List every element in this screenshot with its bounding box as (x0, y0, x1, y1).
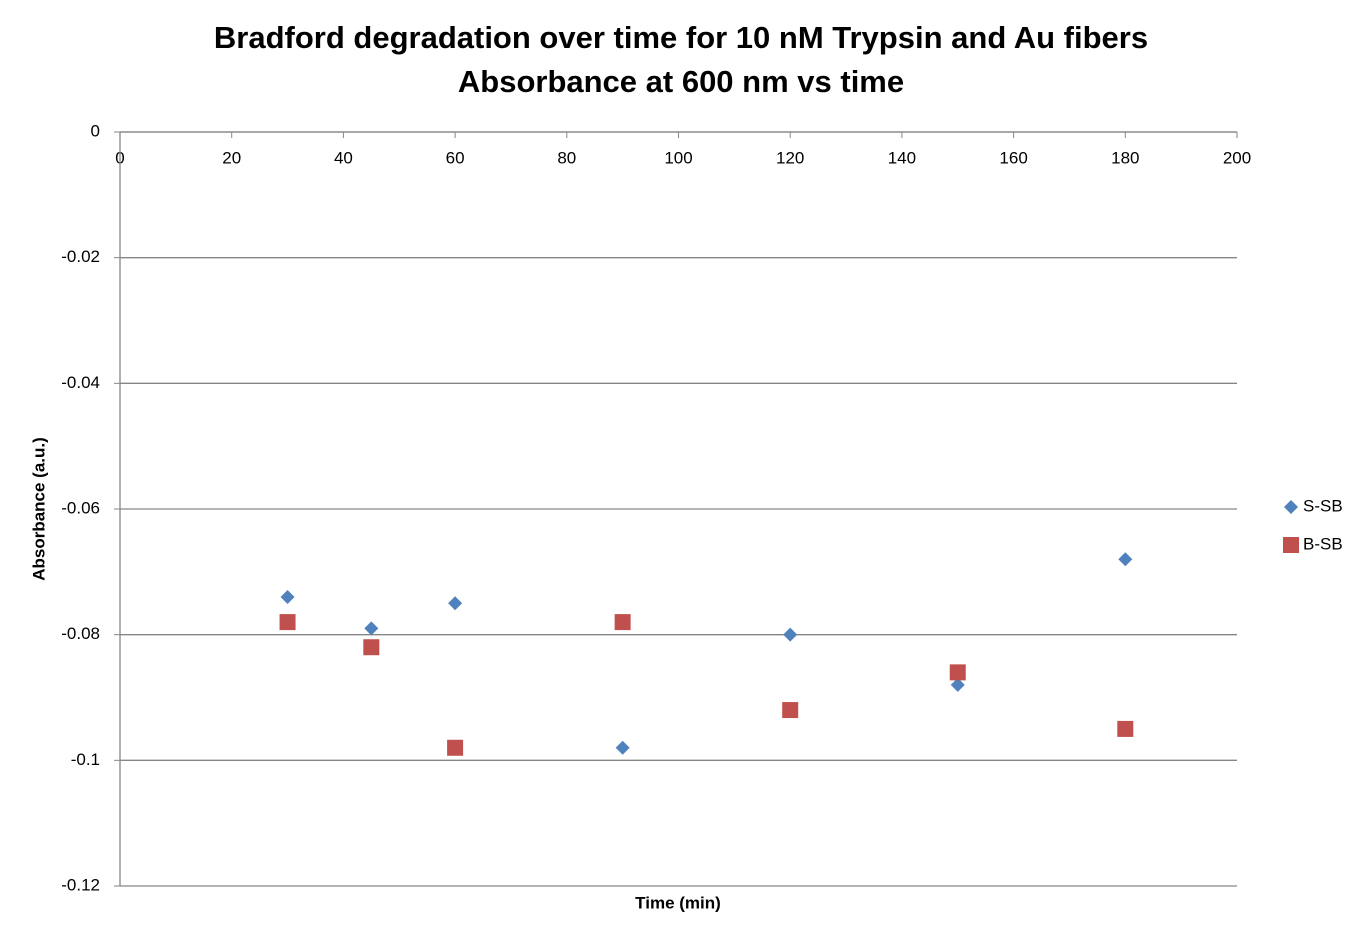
y-tick-label: -0.12 (61, 875, 100, 894)
data-point (782, 702, 799, 719)
data-point (614, 614, 631, 631)
data-point (1117, 720, 1134, 737)
y-tick-label: -0.04 (61, 373, 100, 392)
data-point (949, 664, 966, 681)
data-point (280, 589, 295, 604)
x-tick-label: 120 (776, 148, 804, 167)
legend-swatch (1284, 500, 1298, 514)
data-point (447, 739, 464, 756)
y-axis-title: Absorbance (a.u.) (29, 437, 48, 581)
chart-subtitle: Absorbance at 600 nm vs time (458, 64, 904, 99)
x-tick-label: 200 (1223, 148, 1251, 167)
x-tick-label: 20 (222, 148, 241, 167)
y-tick-label: -0.06 (61, 498, 100, 517)
chart-title: Bradford degradation over time for 10 nM… (214, 20, 1148, 55)
y-tick-label: 0 (91, 121, 100, 140)
data-point (783, 627, 798, 642)
y-tick-label: -0.08 (61, 624, 100, 643)
x-axis-title: Time (min) (635, 893, 721, 912)
x-tick-label: 160 (999, 148, 1027, 167)
data-point (279, 614, 296, 631)
legend-swatch (1283, 537, 1299, 553)
x-tick-label: 60 (446, 148, 465, 167)
legend-label: B-SB (1303, 534, 1343, 553)
x-tick-label: 100 (664, 148, 692, 167)
data-point (363, 639, 380, 656)
x-tick-label: 40 (334, 148, 353, 167)
y-tick-label: -0.1 (71, 750, 100, 769)
data-point (364, 621, 379, 636)
y-tick-label: -0.02 (61, 247, 100, 266)
data-point (615, 740, 630, 755)
data-point (950, 677, 965, 692)
data-point (1118, 552, 1133, 567)
x-tick-label: 140 (888, 148, 916, 167)
data-point (448, 596, 463, 611)
legend-label: S-SB (1303, 496, 1343, 515)
x-tick-label: 80 (557, 148, 576, 167)
x-tick-label: 180 (1111, 148, 1139, 167)
